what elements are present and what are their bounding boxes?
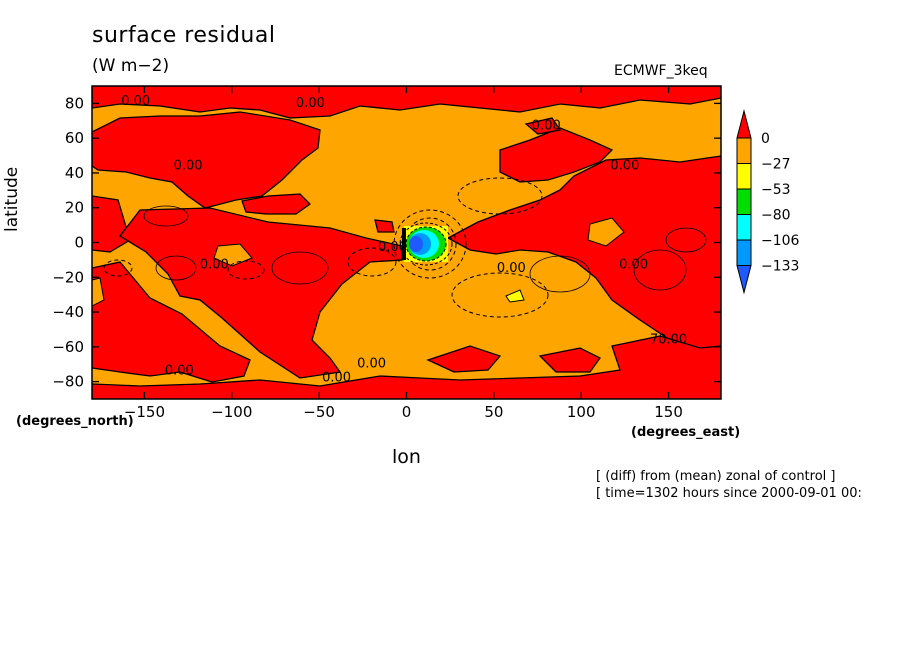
- y-tick-label: −40: [52, 303, 84, 321]
- x-axis-label: lon: [392, 446, 421, 468]
- contour-label: 0.00: [357, 357, 386, 372]
- contour-label: 70.00: [650, 332, 687, 347]
- dataset-label: ECMWF_3keq: [614, 63, 708, 79]
- anomaly-core: [399, 222, 525, 303]
- axis-labels: −150 −100 −50 0 50 100 150 −80 −60 −40 −20 0 20 40 60 8…: [52, 94, 683, 421]
- colorbar-label: 0: [761, 131, 770, 147]
- y-tick-label: −80: [52, 373, 84, 391]
- colorbar-segment: [736, 137, 752, 164]
- contour-label: 0.00: [619, 258, 648, 273]
- contour-label: 0.00: [200, 258, 229, 273]
- x-tick-label: 50: [484, 403, 503, 421]
- y-tick-label: 80: [65, 94, 84, 112]
- x-tick-label: 100: [567, 403, 596, 421]
- contour-field: [92, 86, 721, 399]
- colorbar-segment: [736, 188, 752, 215]
- y-axis-label: latitude: [2, 166, 22, 232]
- footer-line-2: [ time=1302 hours since 2000-09-01 00:: [596, 486, 862, 501]
- x-axis-units: (degrees_east): [631, 425, 741, 440]
- colorbar-segment: [736, 214, 752, 241]
- y-axis-units: (degrees_north): [16, 414, 134, 429]
- x-tick-label: 150: [654, 403, 683, 421]
- contour-label: 0.00: [378, 240, 407, 255]
- colorbar-segment: [736, 239, 752, 266]
- x-tick-label: −150: [124, 403, 165, 421]
- colorbar-label: −80: [761, 208, 791, 224]
- contour-label: 0.00: [610, 158, 639, 173]
- contour-label: 0.00: [174, 158, 203, 173]
- y-tick-label: 60: [65, 129, 84, 147]
- x-tick-label: −100: [211, 403, 252, 421]
- contour-label: 0.00: [165, 364, 194, 379]
- y-tick-label: 20: [65, 199, 84, 217]
- colorbar: 0 −27 −53 −80 −106 −133: [736, 109, 800, 295]
- contour-label: 0.00: [322, 371, 351, 386]
- axis-ticks: [92, 86, 721, 399]
- contour-labels: 0.00 0.00 0.00 0.00 0.00 0.00 0.00 0.00 0.00 0.00…: [121, 94, 687, 385]
- colorbar-label: −133: [761, 259, 799, 275]
- dashed-contours: [103, 177, 549, 318]
- colorbar-label: −53: [761, 182, 791, 198]
- colorbar-label: −106: [761, 233, 800, 249]
- contour-label: 0.00: [121, 94, 150, 109]
- x-tick-label: −50: [303, 403, 335, 421]
- y-tick-label: 40: [65, 164, 84, 182]
- contour-label: 0.00: [532, 118, 561, 133]
- chart-title: surface residual: [92, 23, 276, 48]
- y-tick-label: 0: [74, 234, 84, 252]
- y-tick-label: −20: [52, 268, 84, 286]
- orange-islands: [92, 217, 625, 307]
- colorbar-label: −27: [761, 157, 791, 173]
- chart-units: (W m−2): [92, 56, 170, 76]
- contour-label: 0.00: [296, 96, 325, 111]
- colorbar-segment: [736, 163, 752, 190]
- inner-contours: [143, 205, 707, 293]
- colorbar-top-arrow: [736, 109, 752, 139]
- x-tick-label: 0: [402, 403, 412, 421]
- colorbar-bottom-arrow: [736, 265, 752, 295]
- contour-label: 0.00: [497, 261, 526, 276]
- y-tick-label: −60: [52, 338, 84, 356]
- red-regions: [92, 86, 721, 399]
- footer-line-1: [ (diff) from (mean) zonal of control ]: [596, 469, 836, 484]
